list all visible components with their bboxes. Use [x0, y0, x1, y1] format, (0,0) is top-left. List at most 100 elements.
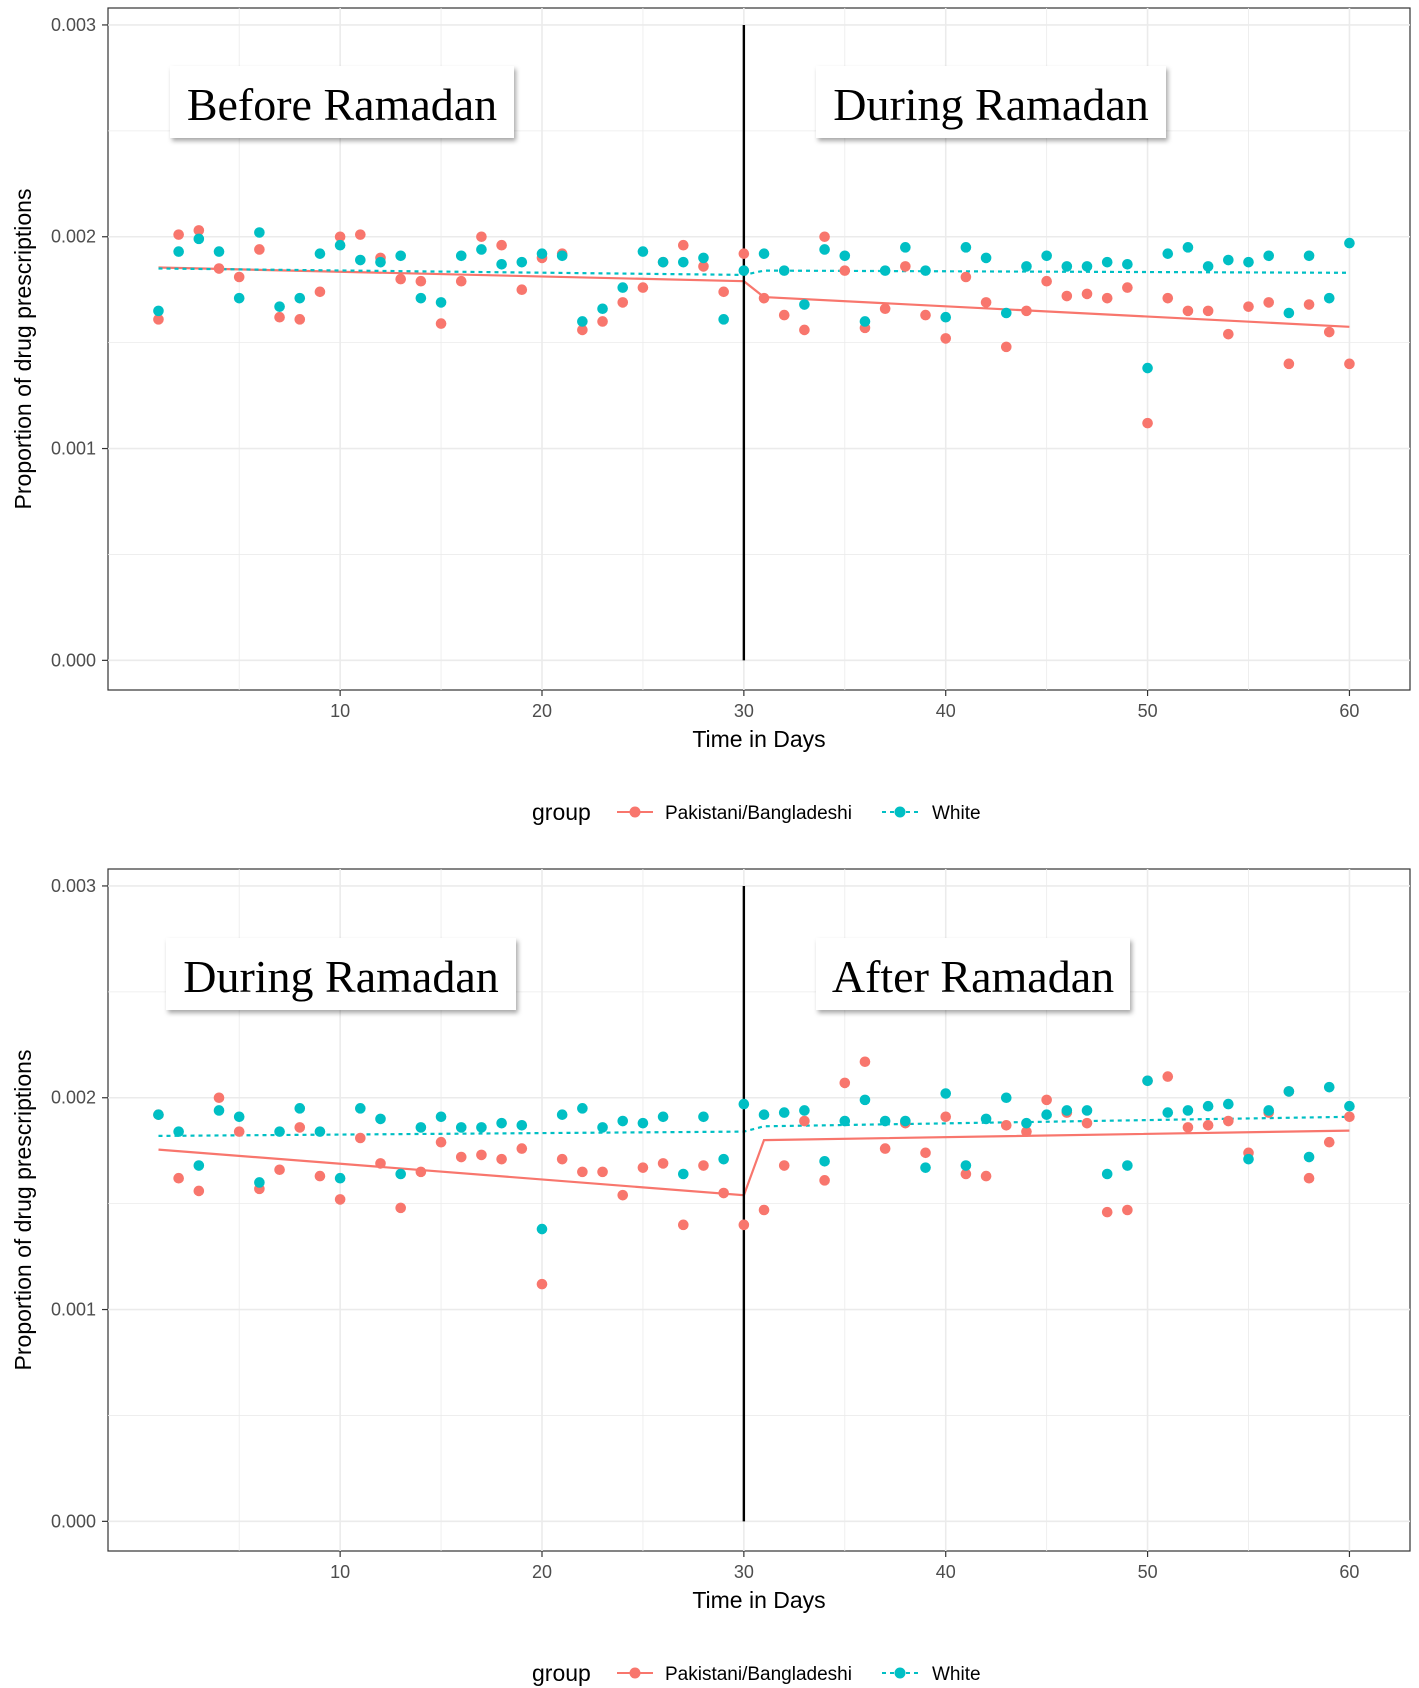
point-pakistani-bangladeshi — [1142, 417, 1153, 429]
point-pakistani-bangladeshi — [1000, 1119, 1012, 1131]
point-white — [1122, 1160, 1133, 1171]
point-white — [173, 246, 184, 257]
x-tick-label: 30 — [734, 701, 754, 721]
point-white — [1263, 250, 1274, 262]
point-white — [334, 239, 346, 251]
y-tick-label: 0.001 — [51, 1300, 96, 1320]
point-white — [435, 1111, 447, 1123]
point-white — [819, 244, 830, 255]
point-white — [940, 1088, 952, 1099]
point-white — [1303, 250, 1315, 262]
panel-label-right-text: After Ramadan — [832, 951, 1114, 1002]
point-pakistani-bangladeshi — [698, 1160, 709, 1171]
legend: group Pakistani/Bangladeshi White — [532, 799, 981, 825]
fit-line-white — [158, 1115, 1350, 1137]
point-white — [355, 254, 366, 266]
y-tick-labels: 0.000 0.001 0.002 0.003 — [51, 876, 108, 1531]
point-white — [678, 1168, 689, 1180]
fit-line-pakistani-bangladeshi — [158, 1129, 1350, 1197]
point-white — [274, 301, 285, 312]
point-pakistani-bangladeshi — [799, 1115, 810, 1127]
point-pakistani-bangladeshi — [1303, 299, 1315, 310]
legend: group Pakistani/Bangladeshi White — [532, 1660, 981, 1686]
point-pakistani-bangladeshi — [193, 225, 205, 236]
point-pakistani-bangladeshi — [213, 263, 225, 274]
point-white — [536, 248, 548, 259]
point-white — [900, 242, 911, 253]
point-white — [496, 1117, 507, 1129]
legend-label-white: White — [932, 803, 981, 824]
point-pakistani-bangladeshi — [536, 1278, 548, 1290]
point-white — [334, 1172, 346, 1184]
point-pakistani-bangladeshi — [920, 309, 931, 321]
x-tick-label: 20 — [532, 701, 552, 721]
point-pakistani-bangladeshi — [455, 275, 467, 287]
point-white — [1162, 1107, 1174, 1118]
point-pakistani-bangladeshi — [314, 286, 326, 298]
point-pakistani-bangladeshi — [859, 1056, 871, 1068]
point-pakistani-bangladeshi — [476, 1149, 487, 1161]
point-white — [1101, 1168, 1113, 1180]
legend-label-white: White — [932, 1664, 981, 1685]
fitted-lines — [158, 1115, 1350, 1197]
point-pakistani-bangladeshi — [334, 1194, 346, 1205]
point-pakistani-bangladeshi — [637, 282, 649, 293]
point-pakistani-bangladeshi — [1223, 1115, 1234, 1127]
panel-label-right-box — [816, 66, 1166, 138]
y-tick-label: 0.000 — [51, 1511, 96, 1531]
chart-panel-before-during: 0.000 0.001 0.002 0.003 10 20 30 40 50 60 Before… — [10, 7, 1411, 825]
point-white — [435, 297, 447, 308]
point-pakistani-bangladeshi — [1081, 288, 1093, 300]
x-tick-label: 40 — [936, 1562, 956, 1582]
x-tick-label: 60 — [1339, 1562, 1359, 1582]
point-pakistani-bangladeshi — [577, 324, 588, 336]
legend-key-point-white — [894, 806, 906, 818]
point-white — [153, 1109, 164, 1120]
point-pakistani-bangladeshi — [1122, 1204, 1133, 1216]
point-white — [1202, 1100, 1214, 1112]
point-white — [900, 1115, 911, 1127]
x-tick-label: 10 — [330, 701, 350, 721]
point-white — [1303, 1151, 1315, 1163]
point-white — [839, 1115, 851, 1127]
point-white — [1243, 1153, 1254, 1165]
point-white — [960, 242, 972, 253]
point-pakistani-bangladeshi — [1081, 1117, 1093, 1129]
y-tick-label: 0.002 — [51, 1088, 96, 1108]
point-white — [1081, 1105, 1093, 1116]
point-pakistani-bangladeshi — [395, 273, 406, 285]
point-white — [819, 1155, 830, 1167]
point-white — [1021, 261, 1032, 272]
point-pakistani-bangladeshi — [274, 1164, 285, 1176]
point-pakistani-bangladeshi — [738, 248, 750, 259]
point-white — [879, 265, 891, 276]
panel-label-right-text: During Ramadan — [833, 79, 1149, 130]
point-white — [1162, 248, 1174, 259]
panel-label-left-text: During Ramadan — [183, 951, 499, 1002]
point-pakistani-bangladeshi — [193, 1185, 205, 1197]
legend-label-pakistani-bangladeshi: Pakistani/Bangladeshi — [665, 803, 852, 824]
point-pakistani-bangladeshi — [355, 1132, 366, 1144]
point-pakistani-bangladeshi — [657, 1158, 669, 1169]
point-pakistani-bangladeshi — [799, 324, 810, 336]
point-pakistani-bangladeshi — [1323, 326, 1335, 338]
point-white — [698, 252, 709, 264]
data-points — [153, 1056, 1355, 1290]
point-pakistani-bangladeshi — [678, 239, 689, 251]
point-pakistani-bangladeshi — [597, 316, 608, 327]
panel-label-right-box — [816, 938, 1130, 1010]
point-white — [193, 1160, 205, 1171]
point-white — [1283, 1086, 1295, 1097]
y-tick-label: 0.002 — [51, 227, 96, 247]
point-white — [556, 1109, 568, 1120]
panel-label-right: After Ramadan — [816, 938, 1130, 1010]
point-white — [395, 250, 406, 262]
point-pakistani-bangladeshi — [1122, 282, 1133, 293]
point-white — [617, 1115, 629, 1127]
point-pakistani-bangladeshi — [213, 1092, 225, 1104]
point-white — [597, 1122, 608, 1133]
point-white — [839, 250, 851, 262]
point-pakistani-bangladeshi — [1041, 1094, 1052, 1106]
panel-label-right: During Ramadan — [816, 66, 1166, 138]
point-white — [254, 1177, 265, 1188]
